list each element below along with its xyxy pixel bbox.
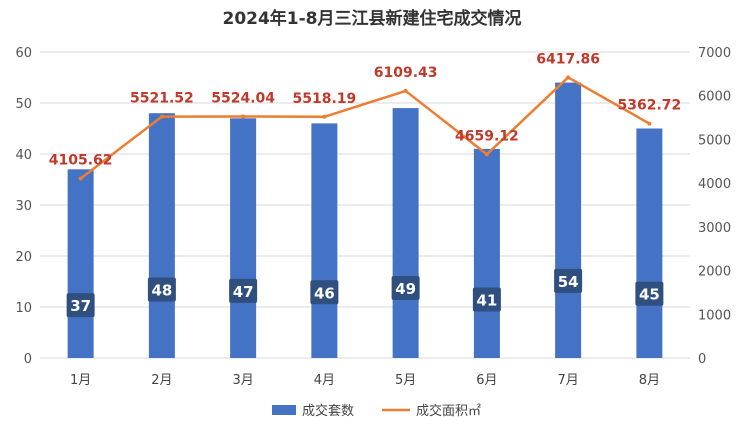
bar [311,123,338,359]
line-point [241,114,246,119]
right-tick-label: 6000 [698,90,731,105]
category-label: 4月 [314,373,335,388]
category-label: 3月 [232,373,253,388]
bar-label-background [472,287,501,312]
bar-data-label: 48 [151,281,172,299]
left-tick-label: 60 [15,46,32,61]
bar-label-background [310,280,339,305]
line-data-label: 4105.62 [49,153,113,169]
line-data-label: 5518.19 [292,91,356,107]
bar-label-background [554,268,583,293]
bar [392,108,419,358]
left-tick-label: 0 [24,352,32,367]
bar [473,148,500,358]
category-label: 7月 [557,373,578,388]
right-tick-label: 0 [698,352,706,367]
right-tick-label: 7000 [698,46,731,61]
line-point [322,114,327,119]
category-label: 8月 [639,373,660,388]
bar [230,118,257,358]
line-data-label: 5521.52 [130,91,194,107]
chart-title: 2024年1-8月三江县新建住宅成交情况 [222,8,521,29]
legend-label-bar: 成交套数 [302,403,354,419]
bar [555,82,582,358]
right-tick-label: 1000 [698,308,731,323]
legend-swatch-bar [272,405,296,415]
line-point [566,75,571,80]
bar-label-background [66,293,95,318]
line-path [79,76,650,180]
left-tick-label: 30 [15,199,32,214]
line-point [647,121,652,126]
category-axis: 1月 2月 3月 4月 5月 6月 7月 8月 [70,373,660,388]
right-axis: 0 1000 2000 3000 4000 5000 6000 7000 [698,46,731,367]
line-data-label: 5524.04 [211,91,275,107]
bar-data-label: 41 [476,291,497,309]
bar-data-label: 45 [639,286,660,304]
line-data-label: 4659.12 [455,128,519,144]
category-label: 5月 [395,373,416,388]
line-point [403,88,408,93]
line-data-label: 6109.43 [374,65,438,81]
bar-data-label: 54 [558,273,579,291]
line-point [484,152,489,157]
left-tick-label: 10 [15,301,32,316]
line-data-label: 5362.72 [617,98,681,114]
left-tick-label: 40 [15,148,32,163]
line-point [159,114,164,119]
bar [148,113,175,358]
bar-label-background [391,276,420,301]
category-label: 1月 [70,373,91,388]
right-tick-label: 2000 [698,265,731,280]
bar-series: 37 48 47 46 49 41 54 45 [66,82,664,359]
bar [636,128,663,358]
category-label: 2月 [151,373,172,388]
category-label: 6月 [476,373,497,388]
line-data-label: 6417.86 [536,51,600,67]
bar-label-background [635,281,664,306]
legend-label-line: 成交面积㎡ [416,403,481,419]
bar-data-label: 47 [233,283,254,301]
left-axis: 0 10 20 30 40 50 60 [15,46,32,367]
right-tick-label: 5000 [698,133,731,148]
right-tick-label: 3000 [698,221,731,236]
bar-label-background [229,278,258,303]
line-point [78,176,83,181]
bar [67,169,94,358]
bar-label-background [147,277,176,302]
bar-data-label: 46 [314,284,335,302]
bar-data-label: 37 [70,297,91,315]
legend: 成交套数 成交面积㎡ [272,403,481,419]
bar-data-label: 49 [395,280,416,298]
left-tick-label: 50 [15,97,32,112]
right-tick-label: 4000 [698,177,731,192]
left-tick-label: 20 [15,250,32,265]
line-series: 4105.62 5521.52 5524.04 5518.19 6109.43 4659.… [49,51,681,181]
